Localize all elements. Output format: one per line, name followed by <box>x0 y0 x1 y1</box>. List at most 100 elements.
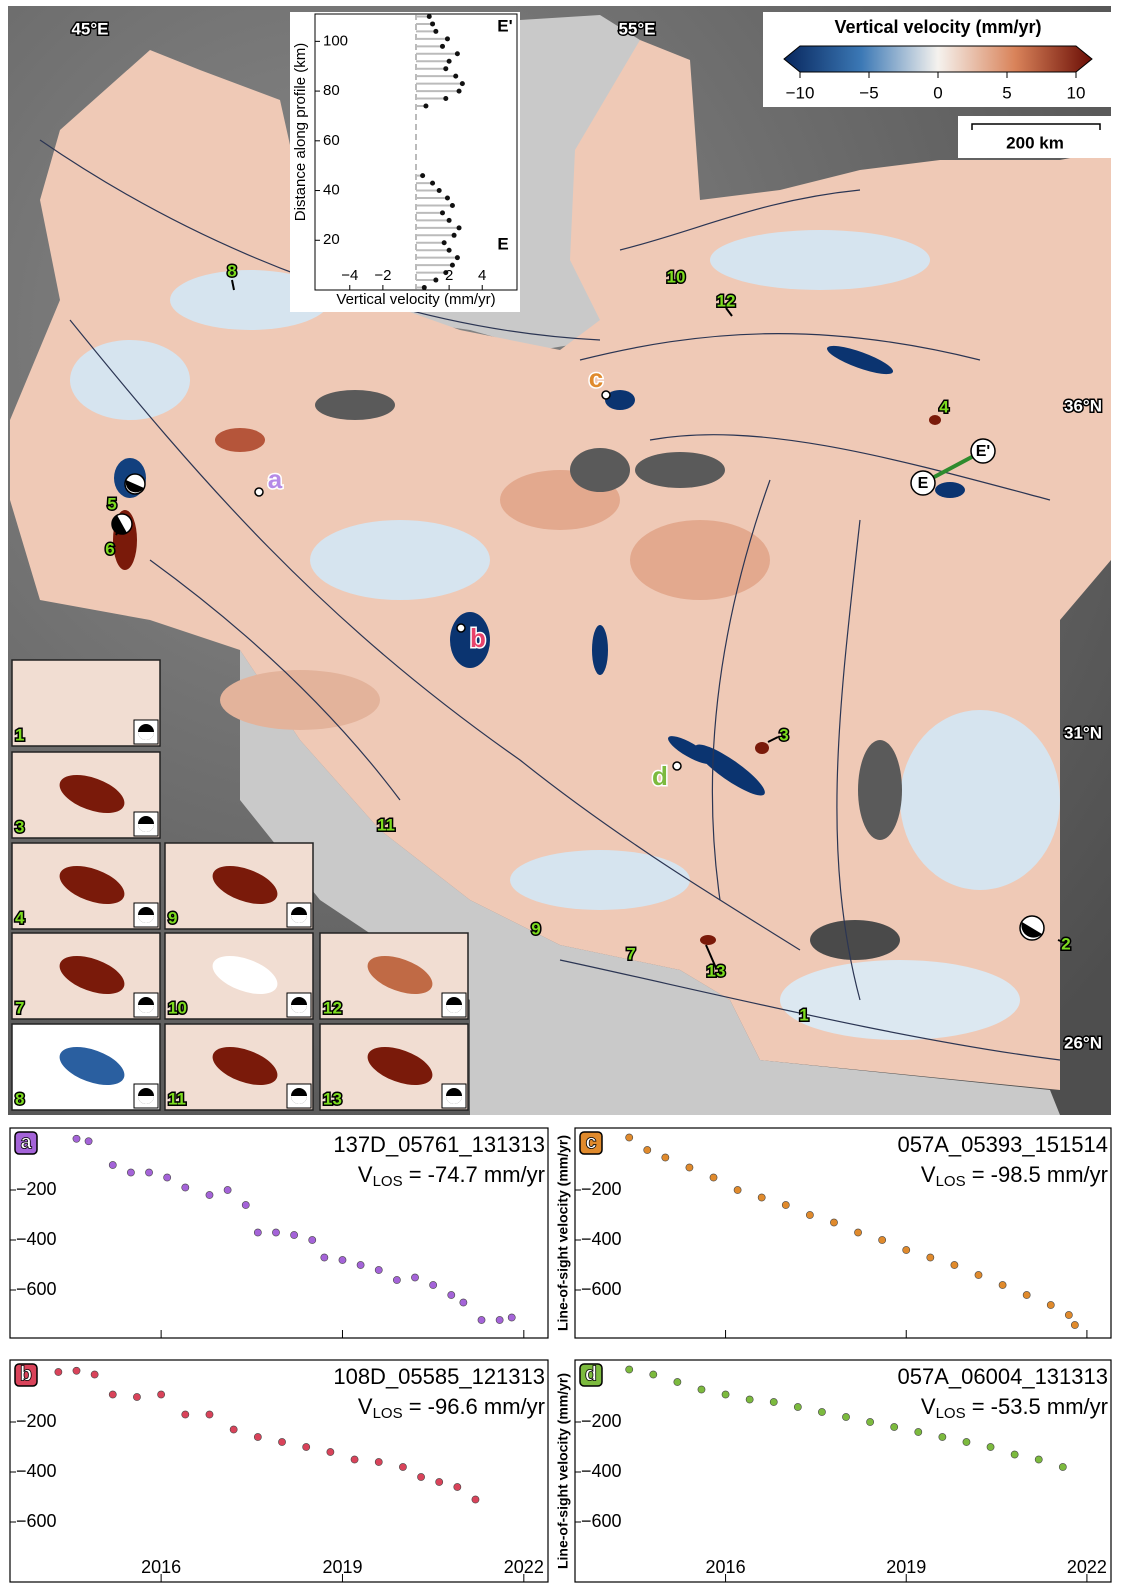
track-id: 108D_05585_121313 <box>333 1364 545 1389</box>
lon-label: 45°E <box>71 19 108 38</box>
profile-point <box>456 225 462 231</box>
inset-beachball-half <box>138 915 154 923</box>
point <box>902 1246 911 1254</box>
event-label: 9 <box>531 919 540 938</box>
point <box>308 1236 317 1244</box>
inset-anomaly <box>59 1046 125 1086</box>
vlos-symbol: V <box>358 1394 373 1419</box>
panel-label-box <box>579 1363 603 1387</box>
y-tick-label: −200 <box>16 1179 57 1199</box>
vlos-symbol: V <box>921 1394 936 1419</box>
colorbar <box>783 45 1093 73</box>
profile-point <box>430 21 436 27</box>
inset-beachball-half <box>291 1005 307 1013</box>
vlos-text: = -96.6 mm/yr <box>403 1394 545 1419</box>
x-tick-label: 2019 <box>322 1557 362 1577</box>
plot-frame <box>9 1359 549 1583</box>
inset-anomaly <box>212 865 278 905</box>
point <box>145 1168 153 1177</box>
panel-label: c <box>585 1131 596 1153</box>
point <box>157 1390 166 1399</box>
vlos-text: = -98.5 mm/yr <box>966 1162 1108 1187</box>
point <box>411 1273 419 1282</box>
point <box>733 1186 742 1194</box>
profile-point <box>456 88 462 94</box>
point <box>374 1266 383 1274</box>
inset-label: 10 <box>168 998 187 1017</box>
point <box>181 1410 190 1419</box>
y-tick-label: −600 <box>16 1511 57 1531</box>
point <box>842 1413 850 1421</box>
inset-beachball-half <box>291 915 307 923</box>
point <box>163 1173 172 1182</box>
site-label: c <box>589 363 603 393</box>
point <box>253 1433 262 1441</box>
vlos-subscript: LOS <box>373 1405 403 1422</box>
point <box>721 1390 730 1399</box>
profile-point <box>439 43 445 49</box>
profile-point <box>449 202 455 208</box>
point <box>890 1423 899 1431</box>
x-axis-label: Vertical velocity (mm/yr) <box>336 291 495 308</box>
inset-beachball-half <box>138 824 154 832</box>
point <box>229 1425 238 1434</box>
event-label: 11 <box>377 815 395 834</box>
point <box>697 1385 706 1394</box>
inset-anomaly <box>367 955 433 995</box>
x-tick-label: 2 <box>445 267 453 284</box>
track-id: 137D_05761_131313 <box>333 1132 545 1157</box>
vlos-subscript: LOS <box>936 1173 966 1190</box>
point <box>1022 1291 1031 1299</box>
point <box>126 1168 135 1177</box>
y-tick-label: 60 <box>323 132 340 149</box>
inset-label: 8 <box>15 1089 24 1108</box>
vlos-text: = -74.7 mm/yr <box>403 1162 545 1187</box>
x-tick-label: 2016 <box>706 1557 746 1577</box>
point <box>914 1428 923 1436</box>
profile-point <box>449 262 455 268</box>
point <box>477 1316 486 1324</box>
point <box>1070 1321 1079 1329</box>
point <box>326 1448 335 1456</box>
point <box>854 1228 862 1237</box>
point <box>54 1368 63 1376</box>
profile-point <box>444 195 450 201</box>
site-label: a <box>268 464 283 494</box>
point <box>878 1236 887 1244</box>
point <box>769 1398 778 1406</box>
profile-point <box>423 103 429 109</box>
event-label: 6 <box>105 539 114 558</box>
point <box>1046 1301 1055 1309</box>
colorbar-tick-label: 0 <box>933 83 942 102</box>
profile-point <box>439 210 445 216</box>
x-tick-label: −4 <box>341 267 358 284</box>
point <box>1064 1311 1073 1319</box>
point <box>429 1281 438 1289</box>
point <box>72 1134 81 1143</box>
y-tick-label: −400 <box>581 1229 622 1249</box>
y-tick-label: −200 <box>16 1411 57 1431</box>
profile-point <box>446 58 452 64</box>
profile-point <box>430 180 436 186</box>
point <box>866 1418 875 1426</box>
inset-beachball-half <box>446 1096 462 1104</box>
point <box>805 1211 814 1219</box>
point <box>661 1153 670 1162</box>
event-label: 4 <box>939 397 949 416</box>
point <box>453 1483 462 1491</box>
site-label: d <box>652 761 668 791</box>
profile-end-label: E' <box>976 443 990 460</box>
point <box>72 1366 81 1375</box>
vlos-text: = -53.5 mm/yr <box>966 1394 1108 1419</box>
lat-label: 26°N <box>1064 1033 1102 1052</box>
inset-label: 4 <box>15 908 25 927</box>
point <box>320 1253 329 1262</box>
point <box>253 1228 262 1237</box>
point <box>507 1313 516 1322</box>
profile-point <box>420 173 426 179</box>
inset-label: 12 <box>323 998 342 1017</box>
point <box>399 1463 407 1471</box>
track-id: 057A_05393_151514 <box>898 1132 1108 1157</box>
vlos-subscript: LOS <box>936 1405 966 1422</box>
profile-point <box>459 81 465 87</box>
